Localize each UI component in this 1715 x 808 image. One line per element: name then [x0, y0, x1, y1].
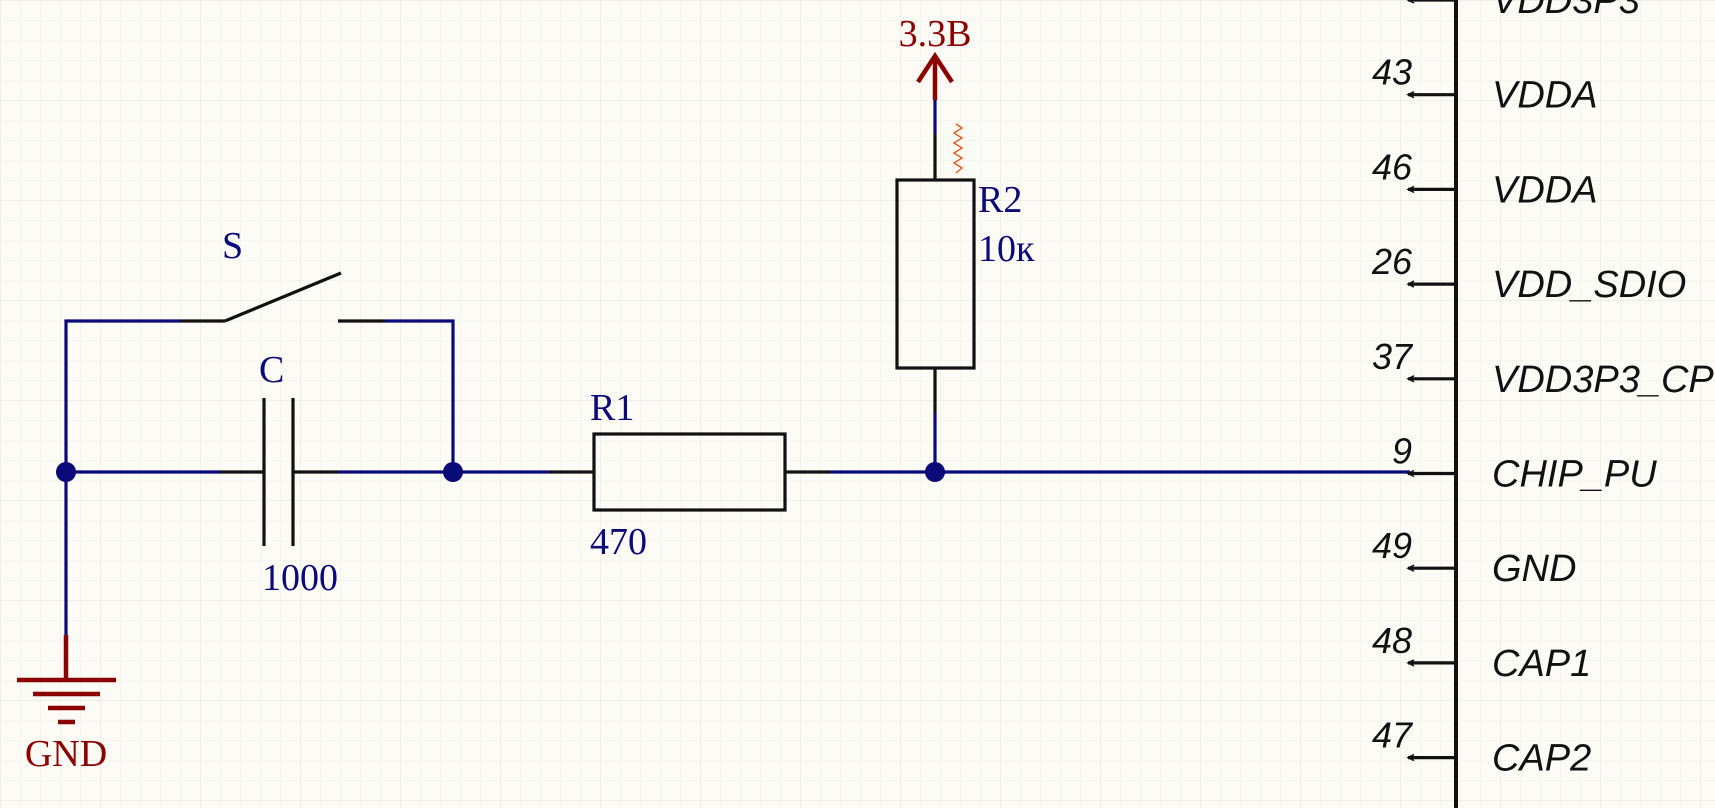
capacitor-c[interactable]: C 1000 — [220, 349, 338, 599]
vcc-label: 3.3В — [899, 13, 972, 55]
chip-pin-electrical-marker — [1406, 185, 1415, 194]
chip-pin-number: 47 — [1372, 715, 1414, 756]
chip-pin-number: 9 — [1392, 431, 1412, 472]
junction-dot-right — [925, 462, 945, 482]
junction-dot-middle — [443, 462, 463, 482]
chip-pin-number: 46 — [1372, 146, 1413, 187]
r1-designator: R1 — [590, 387, 634, 429]
resistor-r1[interactable]: R1 470 — [550, 387, 830, 563]
chip-pin-number: 48 — [1372, 620, 1412, 661]
chip-pin-number: 37 — [1372, 336, 1414, 377]
chip-pin-name: VDDA — [1492, 169, 1598, 211]
chip-pin-electrical-marker — [1406, 469, 1415, 478]
r2-squiggle-marker — [952, 123, 964, 174]
chip-pin-name: CHIP_PU — [1492, 454, 1657, 496]
wire-switch-right[interactable] — [385, 319, 455, 472]
chip-pin-name: CAP2 — [1492, 738, 1591, 780]
capacitor-value: 1000 — [262, 557, 338, 599]
capacitor-designator: C — [259, 349, 284, 391]
chip-pin-electrical-marker — [1406, 564, 1415, 572]
chip-pin-number: 26 — [1371, 241, 1413, 282]
chip-pin-name: VDD_SDIO — [1492, 264, 1686, 306]
chip-pin-electrical-marker — [1406, 659, 1415, 667]
chip-pins: VDD3P3 43 VDDA 46 VDDA 26 VDD_SDIO 37 VDD3P3_CPU… — [1371, 0, 1715, 780]
chip-pin-name: VDDA — [1492, 75, 1598, 117]
switch-designator: S — [222, 225, 243, 267]
switch-s[interactable]: S — [180, 225, 385, 323]
chip[interactable]: VDD3P3 43 VDDA 46 VDDA 26 VDD_SDIO 37 VDD3P3_CPU… — [1371, 0, 1715, 808]
chip-pin-electrical-marker — [1406, 280, 1415, 288]
r2-designator: R2 — [978, 179, 1022, 221]
chip-pin-name: GND — [1492, 548, 1576, 590]
chip-pin-number: 43 — [1372, 52, 1412, 93]
wire-left-loop[interactable] — [64, 319, 180, 635]
power-port-vcc[interactable]: 3.3В — [899, 13, 972, 100]
junction-dot-left — [56, 462, 76, 482]
chip-pin-electrical-marker — [1406, 753, 1415, 762]
gnd-label: GND — [25, 733, 107, 775]
chip-pin-electrical-marker — [1406, 91, 1415, 99]
chip-pin-number: 49 — [1372, 525, 1412, 566]
resistor-r2[interactable]: R2 10к — [895, 123, 1035, 413]
chip-pin-name: VDD3P3_CPU — [1492, 359, 1715, 401]
chip-pin-electrical-marker — [1406, 0, 1415, 4]
r1-value: 470 — [590, 521, 647, 563]
chip-pin-name: VDD3P3 — [1492, 0, 1640, 22]
chip-pin-electrical-marker — [1406, 375, 1415, 383]
r2-value: 10к — [978, 228, 1035, 270]
power-port-gnd[interactable]: GND — [17, 635, 116, 775]
wires — [64, 100, 1410, 635]
chip-pin-name: CAP1 — [1492, 643, 1591, 685]
